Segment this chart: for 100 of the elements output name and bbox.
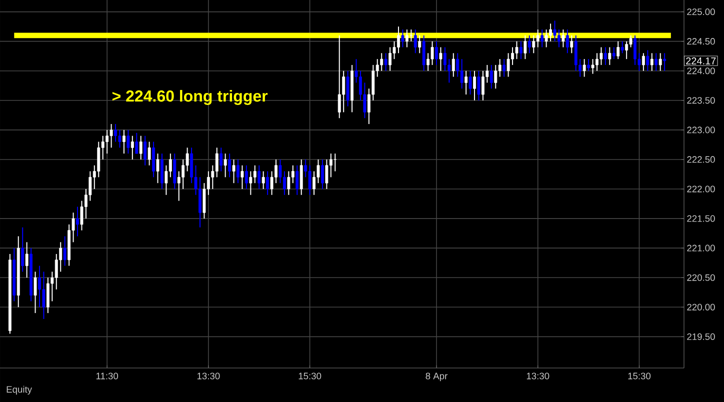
candlestick [240, 164, 244, 190]
candlestick [300, 158, 303, 196]
candlestick [506, 52, 510, 78]
candlestick [452, 52, 455, 78]
y-tick-label: 219.50 [687, 333, 715, 340]
candlestick [160, 153, 164, 190]
candlestick [135, 132, 138, 154]
candlestick [414, 29, 417, 54]
candlestick [258, 164, 261, 190]
x-tick-label: 15:30 [298, 372, 322, 380]
y-tick-label: 221.00 [687, 244, 715, 252]
candlestick [544, 29, 548, 48]
candlestick [587, 58, 590, 72]
candlestick [338, 34, 341, 119]
candlestick [325, 158, 328, 190]
x-tick-label: 15:30 [628, 372, 651, 380]
candlestick [321, 158, 324, 190]
candlestick [574, 34, 578, 72]
candlestick [570, 34, 574, 54]
candlestick [629, 34, 632, 48]
candlestick [528, 34, 531, 54]
candlestick [663, 52, 666, 72]
candlestick [464, 70, 468, 95]
candlestick [249, 170, 252, 196]
candlestick [439, 46, 442, 72]
candlestick [600, 46, 603, 66]
text: 224.17 [686, 57, 716, 64]
candlestick [266, 170, 270, 196]
text: Equity [6, 386, 32, 395]
candlestick [460, 58, 464, 90]
candlestick [477, 70, 480, 101]
candlestick [405, 29, 408, 48]
candlestick [244, 164, 248, 190]
candlestick [494, 64, 498, 90]
candlestick [76, 206, 79, 237]
candlestick [410, 29, 413, 42]
candlestick [553, 20, 556, 42]
y-tick-label: 222.50 [687, 156, 715, 163]
x-tick-label: 13:30 [197, 372, 220, 380]
candlestick [380, 52, 384, 72]
candlestick [490, 64, 493, 90]
candlestick [253, 164, 256, 184]
candlestick [582, 58, 586, 78]
candlestick [435, 40, 438, 66]
candlestick [148, 141, 151, 166]
y-tick-label: 223.50 [687, 97, 715, 104]
candlestick [473, 70, 476, 101]
candlestick [646, 50, 650, 72]
candlestick [650, 52, 654, 72]
candlestick [21, 226, 24, 272]
y-tick-label: 225.00 [687, 8, 715, 16]
x-tick-label: 13:30 [526, 372, 550, 380]
candlestick [308, 164, 312, 196]
candlestick [152, 141, 155, 178]
candlestick [232, 158, 236, 184]
candlestick [262, 170, 265, 190]
candlestick [388, 46, 392, 72]
annotation: > 224.60 long trigger [112, 90, 268, 105]
candlestick [42, 271, 46, 320]
candlestick [126, 129, 130, 154]
candlestick [110, 124, 113, 148]
candlestick [536, 29, 540, 48]
candlestick [604, 46, 607, 66]
candlestick [287, 170, 290, 196]
candlestick [106, 129, 109, 154]
candlestick [173, 153, 176, 190]
candlestick [540, 29, 544, 48]
candlestick [608, 46, 612, 66]
y-tick-label: 220.50 [687, 274, 715, 281]
candlestick [418, 34, 422, 54]
candlestick [566, 29, 569, 54]
candlestick [591, 58, 594, 74]
candlestick [122, 129, 126, 154]
candlestick [422, 34, 426, 72]
candlestick [612, 46, 616, 60]
candlestick [524, 34, 527, 60]
candlestick [468, 70, 472, 95]
candlestick [384, 52, 388, 72]
candlestick [220, 147, 223, 172]
candlestick [224, 153, 227, 178]
candlestick [63, 236, 66, 266]
y-tick-label: 224.50 [687, 38, 715, 45]
candlestick [97, 141, 100, 178]
candlestick [130, 135, 134, 160]
candlestick [642, 52, 645, 72]
candlestick [625, 40, 628, 60]
candlestick [334, 153, 337, 172]
x-tick-label: 11:30 [96, 372, 118, 380]
candlestick [620, 40, 624, 54]
candlestick [346, 70, 350, 107]
candlestick [502, 58, 506, 78]
candlestick [215, 147, 218, 178]
candlestick [342, 70, 346, 113]
y-tick-label: 221.50 [687, 215, 715, 222]
y-tick-label: 220.00 [687, 304, 715, 310]
candlestick [118, 129, 122, 148]
candlestick [520, 40, 522, 60]
candlestick [34, 271, 37, 314]
candlestick [236, 158, 240, 184]
x-tick-label: 8 Apr [426, 372, 448, 382]
